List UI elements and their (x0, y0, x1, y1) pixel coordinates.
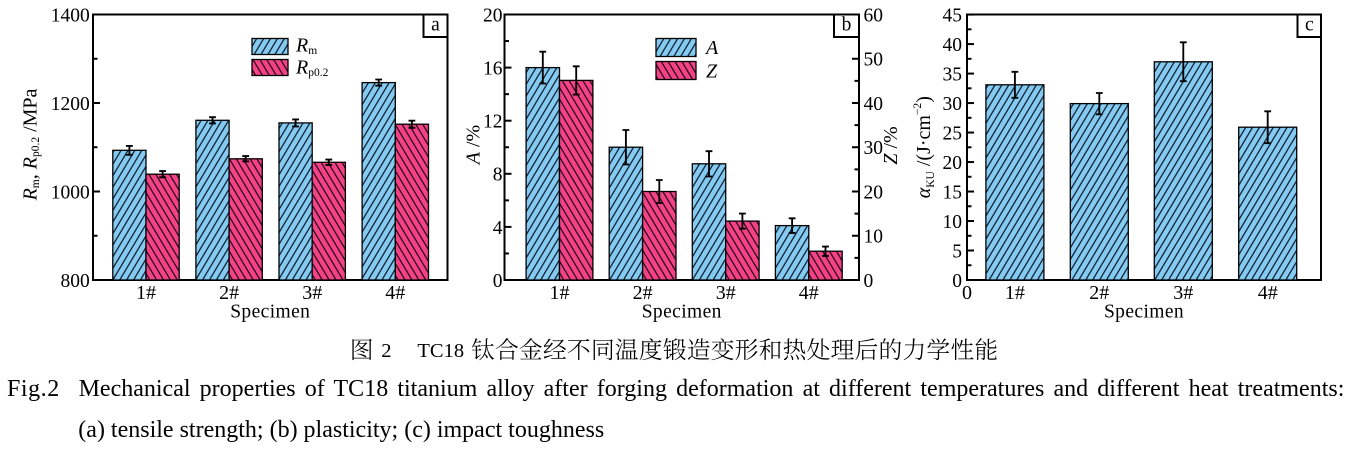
svg-text:Specimen: Specimen (642, 301, 722, 322)
svg-text:2: 2 (381, 340, 391, 362)
svg-text:Rp0.2: Rp0.2 (295, 57, 329, 80)
svg-text:40: 40 (943, 35, 963, 56)
svg-text:TC18: TC18 (417, 340, 464, 362)
svg-text:10: 10 (864, 227, 884, 248)
svg-text:1400: 1400 (51, 5, 90, 26)
svg-text:Rm, Rp0.2 /MPa: Rm, Rp0.2 /MPa (20, 88, 43, 201)
svg-text:A /%: A /% (463, 125, 485, 166)
svg-text:1#: 1# (550, 282, 570, 304)
svg-text:b: b (842, 15, 852, 36)
svg-text:Specimen: Specimen (230, 301, 310, 322)
svg-text:c: c (1305, 15, 1314, 36)
svg-text:50: 50 (864, 50, 884, 71)
svg-text:40: 40 (864, 94, 884, 115)
svg-text:15: 15 (943, 182, 963, 203)
svg-text:2#: 2# (219, 282, 239, 304)
svg-text:3#: 3# (716, 282, 736, 304)
svg-text:1200: 1200 (51, 94, 90, 115)
svg-text:a: a (431, 15, 440, 36)
svg-text:Z: Z (706, 61, 718, 83)
svg-text:2#: 2# (1089, 282, 1109, 304)
svg-text:12: 12 (483, 112, 503, 133)
svg-text:Z /%: Z /% (880, 126, 902, 164)
svg-text:10: 10 (943, 212, 963, 233)
svg-text:1#: 1# (136, 282, 156, 304)
svg-text:4#: 4# (1258, 282, 1278, 304)
svg-text:20: 20 (864, 182, 884, 203)
svg-text:30: 30 (864, 138, 884, 159)
svg-text:60: 60 (864, 5, 884, 26)
svg-text:1000: 1000 (51, 182, 90, 203)
svg-text:0: 0 (493, 271, 503, 292)
svg-text:A: A (704, 37, 719, 59)
svg-text:Specimen: Specimen (1104, 301, 1184, 322)
svg-text:4: 4 (493, 218, 503, 239)
svg-text:1#: 1# (1005, 282, 1025, 304)
svg-text:2#: 2# (633, 282, 653, 304)
svg-text:800: 800 (61, 271, 90, 292)
svg-text:20: 20 (943, 153, 963, 174)
svg-text:16: 16 (483, 59, 503, 80)
svg-text:0: 0 (962, 282, 972, 304)
svg-text:35: 35 (943, 64, 963, 85)
svg-text:3#: 3# (302, 282, 322, 304)
svg-text:Rm: Rm (295, 35, 317, 58)
svg-text:3#: 3# (1173, 282, 1193, 304)
svg-text:4#: 4# (385, 282, 405, 304)
svg-text:25: 25 (943, 123, 963, 144)
svg-text:4#: 4# (799, 282, 819, 304)
svg-text:5: 5 (952, 241, 962, 262)
svg-text:45: 45 (943, 5, 963, 26)
svg-text:0: 0 (864, 271, 874, 292)
svg-text:30: 30 (943, 94, 963, 115)
svg-text:20: 20 (483, 5, 503, 26)
svg-text:αKU /(J·cm−2): αKU /(J·cm−2) (912, 96, 937, 198)
svg-text:8: 8 (493, 165, 503, 186)
svg-text:0: 0 (952, 271, 962, 292)
